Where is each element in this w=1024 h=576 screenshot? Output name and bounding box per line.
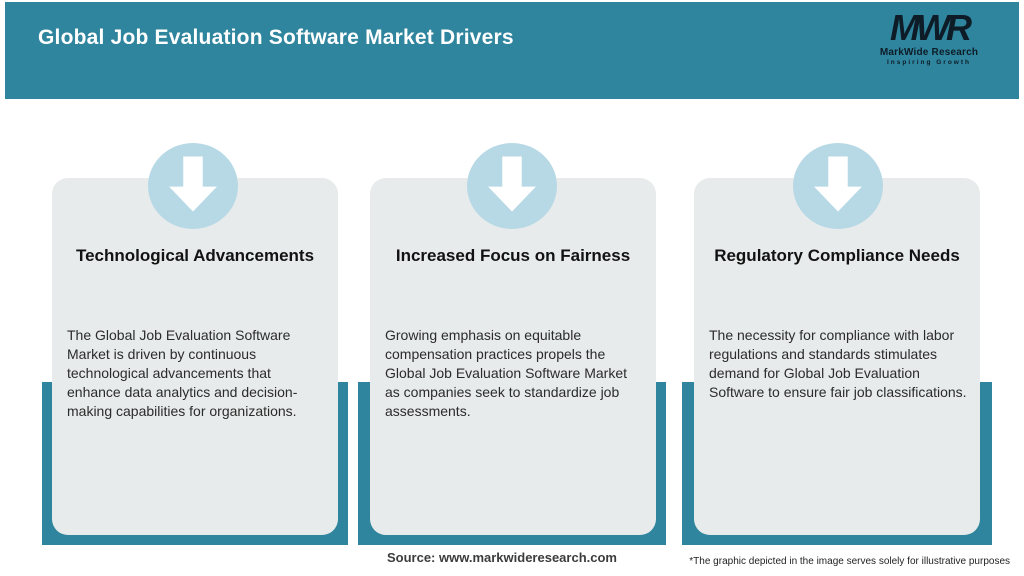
icon-circle <box>148 143 238 229</box>
icon-circle <box>467 143 557 229</box>
card-title: Regulatory Compliance Needs <box>714 246 960 265</box>
card-title: Increased Focus on Fairness <box>395 246 631 265</box>
down-arrow-icon <box>484 156 540 215</box>
page-title: Global Job Evaluation Software Market Dr… <box>38 26 514 49</box>
logo-name: MarkWide Research <box>879 47 979 58</box>
driver-card-increased-focus-on-fairness: Increased Focus on Fairness Growing emph… <box>370 178 656 535</box>
logo-monogram: MWR <box>890 7 972 48</box>
header-bar: Global Job Evaluation Software Market Dr… <box>5 2 1019 99</box>
icon-circle <box>793 143 883 229</box>
driver-card-regulatory-compliance-needs: Regulatory Compliance Needs The necessit… <box>694 178 980 535</box>
down-arrow-icon <box>165 156 221 215</box>
card-description: Growing emphasis on equitable compensati… <box>385 327 628 419</box>
disclaimer-text: *The graphic depicted in the image serve… <box>689 556 1010 567</box>
source-text: Source: www.markwideresearch.com <box>386 550 617 565</box>
card-description: The Global Job Evaluation Software Marke… <box>67 327 298 419</box>
card-description: The necessity for compliance with labor … <box>709 327 967 400</box>
logo-tagline: Inspiring Growth <box>887 59 971 66</box>
card-title: Technological Advancements <box>75 246 315 265</box>
driver-card-technological-advancements: Technological Advancements The Global Jo… <box>52 178 338 535</box>
markwide-research-logo: MWR MarkWide Research Inspiring Growth <box>869 10 989 67</box>
down-arrow-icon <box>810 156 866 215</box>
